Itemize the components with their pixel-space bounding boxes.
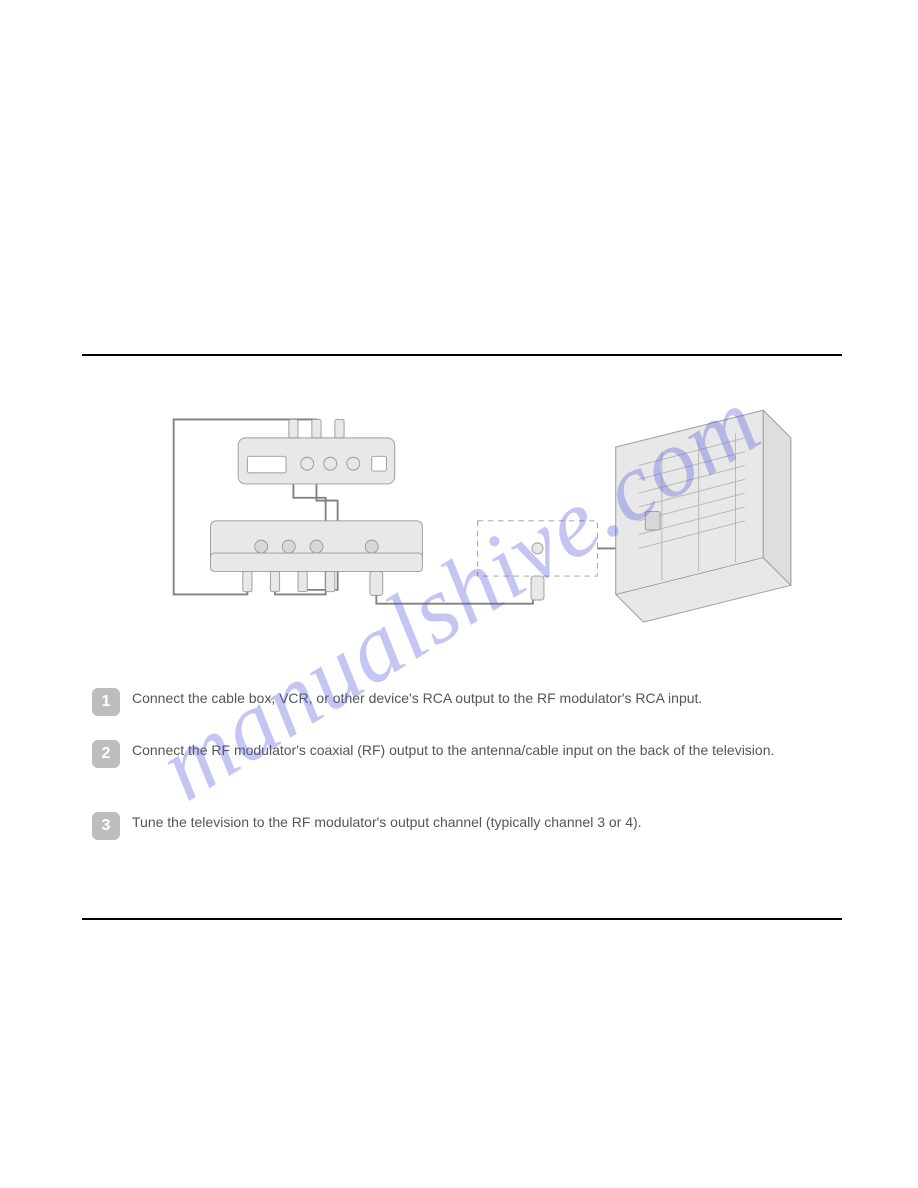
step-1-badge: 1 xyxy=(92,688,120,716)
rule-bottom xyxy=(82,918,842,920)
manual-page: 1 Connect the cable box, VCR, or other d… xyxy=(0,0,918,1188)
cable-box xyxy=(238,419,395,483)
step-1: 1 Connect the cable box, VCR, or other d… xyxy=(92,688,702,716)
rule-top xyxy=(82,354,842,356)
rf-modulator xyxy=(211,521,423,596)
step-3: 3 Tune the television to the RF modulato… xyxy=(92,812,642,840)
step-3-badge: 3 xyxy=(92,812,120,840)
step-2-text: Connect the RF modulator's coaxial (RF) … xyxy=(132,740,774,760)
step-2: 2 Connect the RF modulator's coaxial (RF… xyxy=(92,740,774,768)
step-1-text: Connect the cable box, VCR, or other dev… xyxy=(132,688,702,708)
tv-rear xyxy=(616,410,791,622)
dashed-hub xyxy=(478,521,598,600)
hookup-svg xyxy=(100,400,800,660)
step-2-badge: 2 xyxy=(92,740,120,768)
hookup-diagram xyxy=(100,400,800,660)
step-3-text: Tune the television to the RF modulator'… xyxy=(132,812,642,832)
